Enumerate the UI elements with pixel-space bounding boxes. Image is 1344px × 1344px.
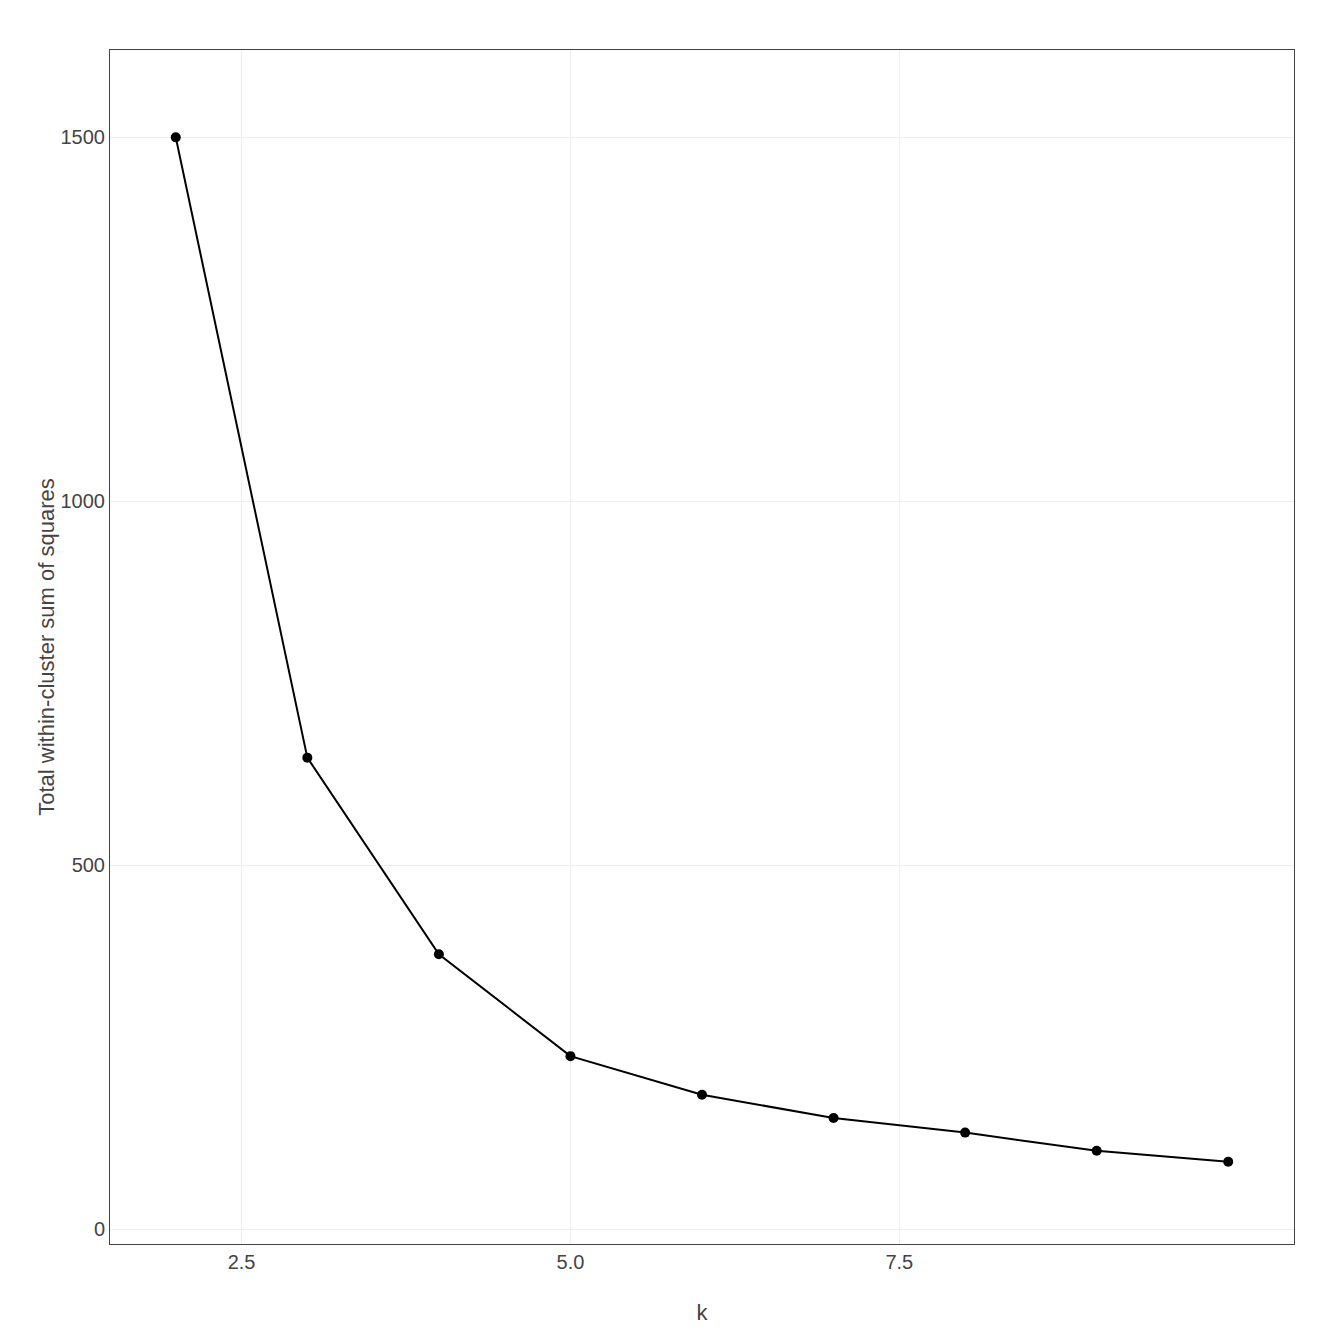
svg-text:0: 0 <box>94 1218 105 1240</box>
svg-text:1500: 1500 <box>61 126 106 148</box>
svg-text:5.0: 5.0 <box>557 1251 585 1273</box>
svg-text:Total within-cluster sum of sq: Total within-cluster sum of squares <box>34 478 59 815</box>
svg-text:1000: 1000 <box>61 490 106 512</box>
svg-text:k: k <box>697 1300 709 1325</box>
svg-text:7.5: 7.5 <box>885 1251 913 1273</box>
svg-text:2.5: 2.5 <box>228 1251 256 1273</box>
svg-text:500: 500 <box>72 854 105 876</box>
